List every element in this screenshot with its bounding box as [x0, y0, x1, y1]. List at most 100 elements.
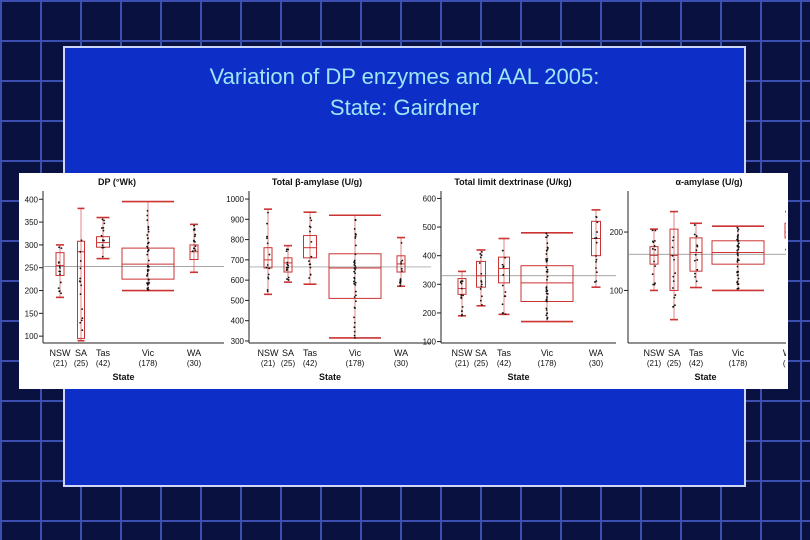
panel-3-sa-point: [480, 250, 483, 253]
panel-1-tas-point: [101, 239, 104, 241]
panel-1-sa-point: [80, 319, 83, 322]
panel-2-tas-point: [309, 266, 312, 269]
panel-2-wa-category-label: WA: [394, 348, 408, 358]
panel-1-vic-point: [146, 265, 149, 268]
panel-3-vic-point: [545, 292, 548, 295]
panel-1-y-tick-label-0: 400: [25, 195, 39, 204]
panel-1-vic-point: [146, 269, 149, 271]
slide-title: Variation of DP enzymes and AAL 2005: St…: [65, 61, 744, 123]
panel-3-wa-point: [594, 237, 596, 240]
panel-2-x-axis-title: State: [319, 372, 341, 382]
panel-2-nsw-point: [265, 266, 268, 269]
panel-4-vic-point: [737, 242, 740, 245]
panel-3-vic-point: [545, 309, 548, 311]
panel-2-tas-box: [303, 235, 317, 259]
panel-3-nsw-box: [457, 278, 467, 295]
panel-3-nsw-category-label: NSW: [452, 348, 474, 358]
panel-2-nsw-point: [266, 237, 268, 240]
panel-1-wa-category-label: WA: [187, 348, 201, 358]
panel-4-nsw-point: [654, 239, 656, 242]
panel-4-vic-point: [736, 259, 739, 262]
panel-3-wa-count-label: (30): [589, 359, 604, 368]
panel-1-wa-count-label: (30): [187, 359, 202, 368]
panel-3-tas-point: [504, 291, 507, 293]
panel-1-vic-count-label: (178): [139, 359, 158, 368]
panel-3-tas-point: [502, 274, 505, 276]
panel-2-sa-point: [286, 278, 288, 280]
panel-2-tas-point: [309, 263, 312, 266]
panel-1-vic-point: [147, 237, 149, 240]
panel-2-title: Total β-amylase (U/g): [272, 177, 362, 187]
panel-3-nsw-count-label: (21): [455, 359, 470, 368]
panel-4-vic-point: [737, 259, 740, 262]
panel-3-nsw-point: [460, 287, 463, 290]
panel-2-nsw-point: [266, 264, 269, 266]
panel-2-vic-point: [353, 270, 356, 273]
panel-4-sa-point: [673, 258, 675, 261]
panel-2-vic-point: [354, 272, 356, 275]
panel-3-y-tick-label-1: 500: [423, 223, 437, 232]
panel-2-vic-point: [353, 321, 356, 324]
panel-1-vic-point: [147, 230, 150, 233]
panel-3-vic-point: [545, 299, 548, 301]
panel-3-nsw-point: [462, 294, 464, 297]
panel-3-vic-point: [546, 275, 549, 278]
panel-4-sa-point: [671, 246, 674, 249]
panel-1-vic-point: [146, 247, 149, 249]
panel-4-sa-point: [672, 280, 675, 283]
panel-2-vic-point: [354, 253, 357, 256]
panel-1-vic-point: [147, 228, 150, 231]
panel-3-vic-point: [545, 307, 548, 310]
panel-4-nsw-point: [654, 248, 657, 251]
panel-1-sa-point: [79, 293, 82, 296]
panel-1-wa-point: [193, 229, 196, 231]
box-plot-strip: DP (°Wk) 400 350 300 250 200 150 100 NSW (21) SA (2…: [19, 173, 788, 389]
panel-1-vic-point: [146, 209, 149, 212]
panel-4-vic-category-label: Vic: [732, 348, 745, 358]
panel-4-vic-point: [736, 230, 739, 232]
panel-4-nsw-point: [654, 229, 657, 232]
panel-1-sa-count-label: (25): [74, 359, 89, 368]
panel-2-vic-point: [354, 268, 357, 271]
panel-2-y-tick-label-5: 500: [231, 296, 245, 305]
panel-2-vic-point: [354, 219, 357, 221]
panel-2-nsw-point: [267, 276, 269, 279]
panel-1-vic-point: [146, 214, 149, 217]
panel-3-wa-point: [595, 237, 598, 239]
panel-2-sa-point: [285, 267, 288, 269]
panel-3-y-tick-label-2: 400: [423, 252, 437, 261]
panel-1-nsw-point: [60, 247, 63, 250]
panel-4-sa-point: [673, 296, 676, 299]
panel-3-vic-point: [546, 268, 549, 271]
panel-4-nsw-point: [654, 265, 657, 268]
panel-1-vic-point: [146, 245, 149, 248]
panel-1-y-tick-label-6: 100: [25, 332, 39, 341]
panel-1-sa-point: [80, 284, 83, 287]
panel-1-sa-point: [81, 317, 84, 320]
panel-2-nsw-point: [266, 289, 269, 291]
panel-2-tas-point: [310, 219, 313, 222]
panel-2-nsw-point: [266, 222, 268, 225]
panel-1-vic-point: [146, 219, 149, 222]
panel-4-vic-point: [737, 277, 740, 280]
panel-3-vic-point: [545, 236, 547, 239]
panel-3-sa-point: [480, 283, 483, 286]
panel-4-vic-point: [736, 253, 739, 255]
panel-3-nsw-point: [459, 281, 462, 284]
panel-3-vic-point: [545, 266, 548, 269]
panel-3-nsw-point: [460, 282, 463, 285]
panel-2-sa-point: [287, 248, 290, 251]
panel-1-tas-point: [102, 229, 105, 232]
panel-3-nsw-point: [461, 313, 463, 316]
panel-2-sa-count-label: (25): [281, 359, 296, 368]
panel-3-vic-point: [546, 248, 549, 251]
panel-2-vic-point: [353, 316, 355, 319]
panel-2-wa-point: [401, 259, 404, 262]
panel-3-vic-count-label: (178): [538, 359, 557, 368]
panel-2-vic-point: [354, 283, 357, 286]
panel-1-vic-point: [146, 242, 149, 245]
panel-4-vic-point: [736, 238, 738, 241]
panel-1-tas-point: [101, 255, 104, 258]
panel-2-nsw-point: [268, 267, 271, 270]
